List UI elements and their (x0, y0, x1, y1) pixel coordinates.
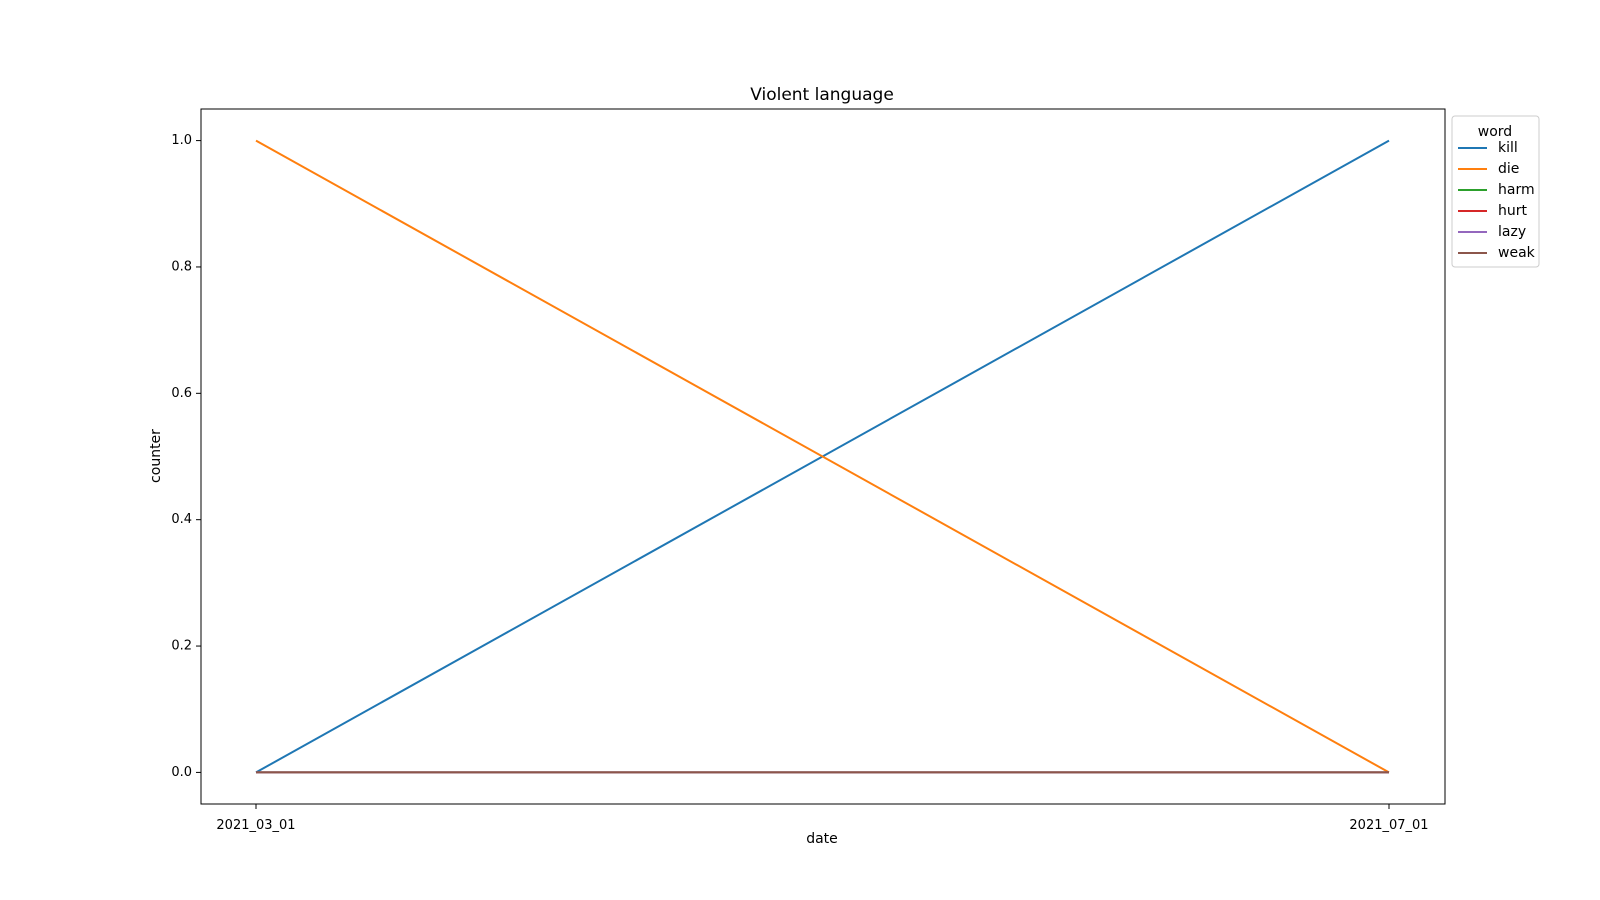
y-axis: 0.0 0.2 0.4 0.6 0.8 1.0 (171, 133, 201, 780)
legend-label-harm: harm (1498, 182, 1535, 198)
x-axis-label: date (806, 831, 838, 847)
legend-frame (1451, 115, 1540, 268)
legend-title: word (1478, 124, 1512, 140)
plot-area (255, 139, 1390, 774)
x-tick-label: 2021_03_01 (216, 818, 295, 833)
y-tick-label: 1.0 (171, 133, 192, 148)
y-tick-label: 0.0 (171, 765, 192, 780)
legend-label-kill: kill (1498, 140, 1518, 156)
legend: word kill die harm hurt lazy weak (1451, 115, 1540, 268)
chart-title: Violent language (750, 85, 894, 105)
legend-label-lazy: lazy (1498, 224, 1526, 240)
plot-frame (200, 108, 1446, 805)
legend-label-hurt: hurt (1498, 203, 1528, 219)
x-tick-label: 2021_07_01 (1349, 818, 1428, 833)
series-line-die (255, 139, 1390, 774)
y-tick-label: 0.4 (171, 512, 192, 527)
y-tick-label: 0.6 (171, 386, 192, 401)
legend-items: kill die harm hurt lazy weak (1458, 140, 1536, 261)
y-axis-label: counter (148, 429, 164, 483)
legend-label-die: die (1498, 161, 1519, 177)
x-axis: 2021_03_01 2021_07_01 (216, 804, 1429, 833)
y-tick-label: 0.2 (171, 639, 192, 654)
y-tick-label: 0.8 (171, 259, 192, 274)
legend-label-weak: weak (1498, 245, 1536, 261)
